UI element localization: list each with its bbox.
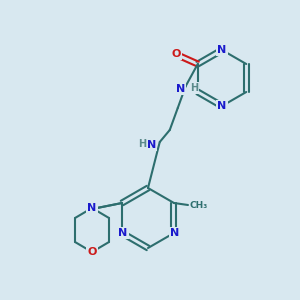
Text: N: N (218, 101, 226, 111)
Text: N: N (118, 228, 127, 238)
Text: O: O (171, 49, 180, 59)
Text: N: N (147, 140, 156, 150)
Text: N: N (170, 228, 180, 238)
Text: H: H (138, 139, 146, 149)
Text: H: H (190, 83, 198, 93)
Text: CH₃: CH₃ (190, 202, 208, 211)
Text: N: N (218, 45, 226, 55)
Text: N: N (87, 203, 97, 213)
Text: N: N (176, 84, 185, 94)
Text: O: O (87, 247, 97, 257)
